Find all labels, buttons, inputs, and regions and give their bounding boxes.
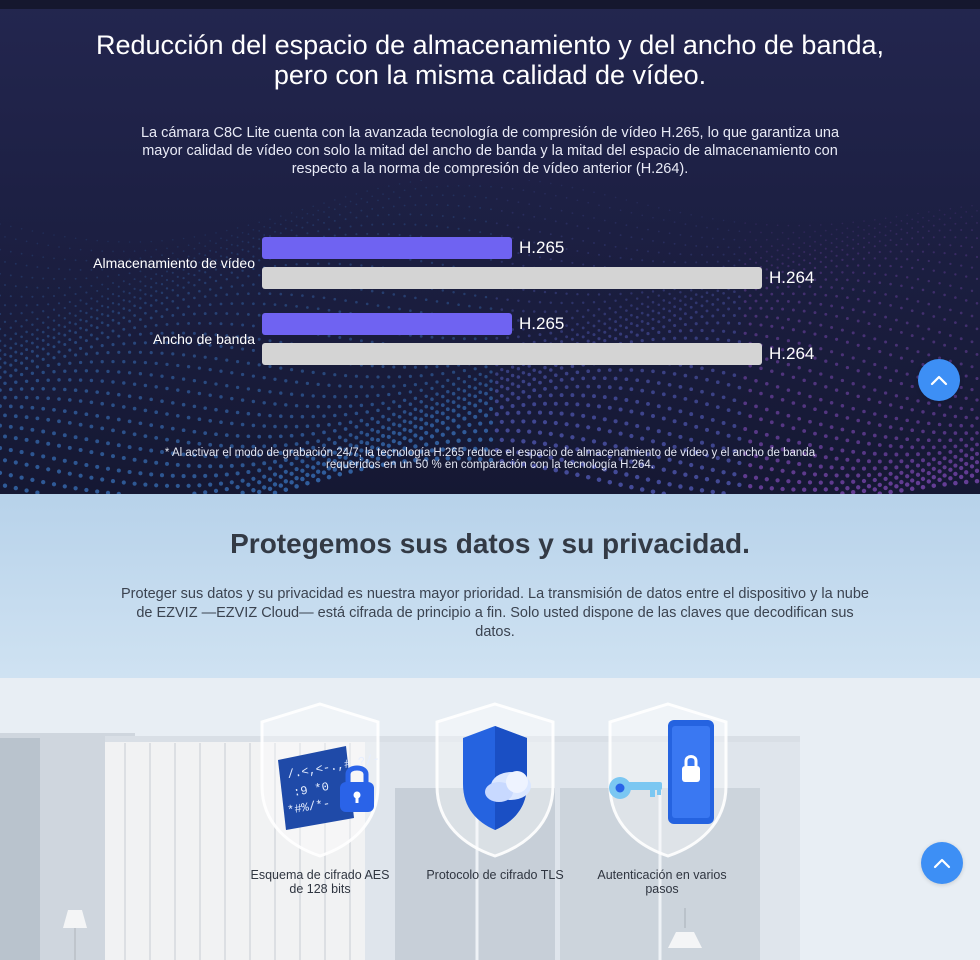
scroll-to-top-button-secondary[interactable] xyxy=(921,842,963,884)
chart-bar xyxy=(262,237,512,259)
feature-label-aes: Esquema de cifrado AES de 128 bits xyxy=(250,868,390,896)
privacy-description: Proteger sus datos y su privacidad es nu… xyxy=(121,586,869,640)
section-title: Reducción del espacio de almacenamiento … xyxy=(95,30,885,90)
chart-bar xyxy=(262,267,762,289)
cloud-shield-icon xyxy=(463,726,531,830)
chevron-up-icon xyxy=(930,375,948,386)
chart-series-label: H.265 xyxy=(519,238,565,257)
section-description: La cámara C8C Lite cuenta con la avanzad… xyxy=(140,125,840,177)
scroll-to-top-button[interactable] xyxy=(918,359,960,401)
security-features-section: /.<,<-.,# ?/- :9 *0 *#%/*- Esquema de ci… xyxy=(0,678,980,960)
feature-shield-tls xyxy=(435,702,555,858)
chart-series-label: H.264 xyxy=(769,344,815,363)
storage-bandwidth-section: Reducción del espacio de almacenamiento … xyxy=(0,0,980,494)
feature-label-mfa: Autenticación en varios pasos xyxy=(597,868,727,896)
privacy-title: Protegemos sus datos y su privacidad. xyxy=(230,528,750,559)
privacy-section: Protegemos sus datos y su privacidad. Pr… xyxy=(0,494,980,678)
footnote: * Al activar el modo de grabación 24/7, … xyxy=(164,447,816,471)
room-background-image xyxy=(0,678,980,960)
chart-series-label: H.264 xyxy=(769,268,815,287)
chart-bar xyxy=(262,313,512,335)
chart-category-label: Ancho de banda xyxy=(153,331,255,347)
svg-text::9 *0: :9 *0 xyxy=(292,780,330,800)
chart-bar xyxy=(262,343,762,365)
chart-series-label: H.265 xyxy=(519,314,565,333)
chart-category-label: Almacenamiento de vídeo xyxy=(93,255,255,271)
chevron-up-icon xyxy=(933,858,951,869)
feature-shield-aes: /.<,<-.,# ?/- :9 *0 *#%/*- xyxy=(260,702,381,858)
feature-label-tls: Protocolo de cifrado TLS xyxy=(426,868,564,882)
top-divider xyxy=(0,0,980,9)
code-lock-icon: /.<,<-.,# ?/- :9 *0 *#%/*- xyxy=(278,746,381,830)
key-phone-lock-icon xyxy=(609,720,714,824)
compression-bar-chart: Almacenamiento de vídeo H.265 H.264 Ancho d… xyxy=(0,230,980,380)
feature-shield-mfa xyxy=(608,702,728,858)
